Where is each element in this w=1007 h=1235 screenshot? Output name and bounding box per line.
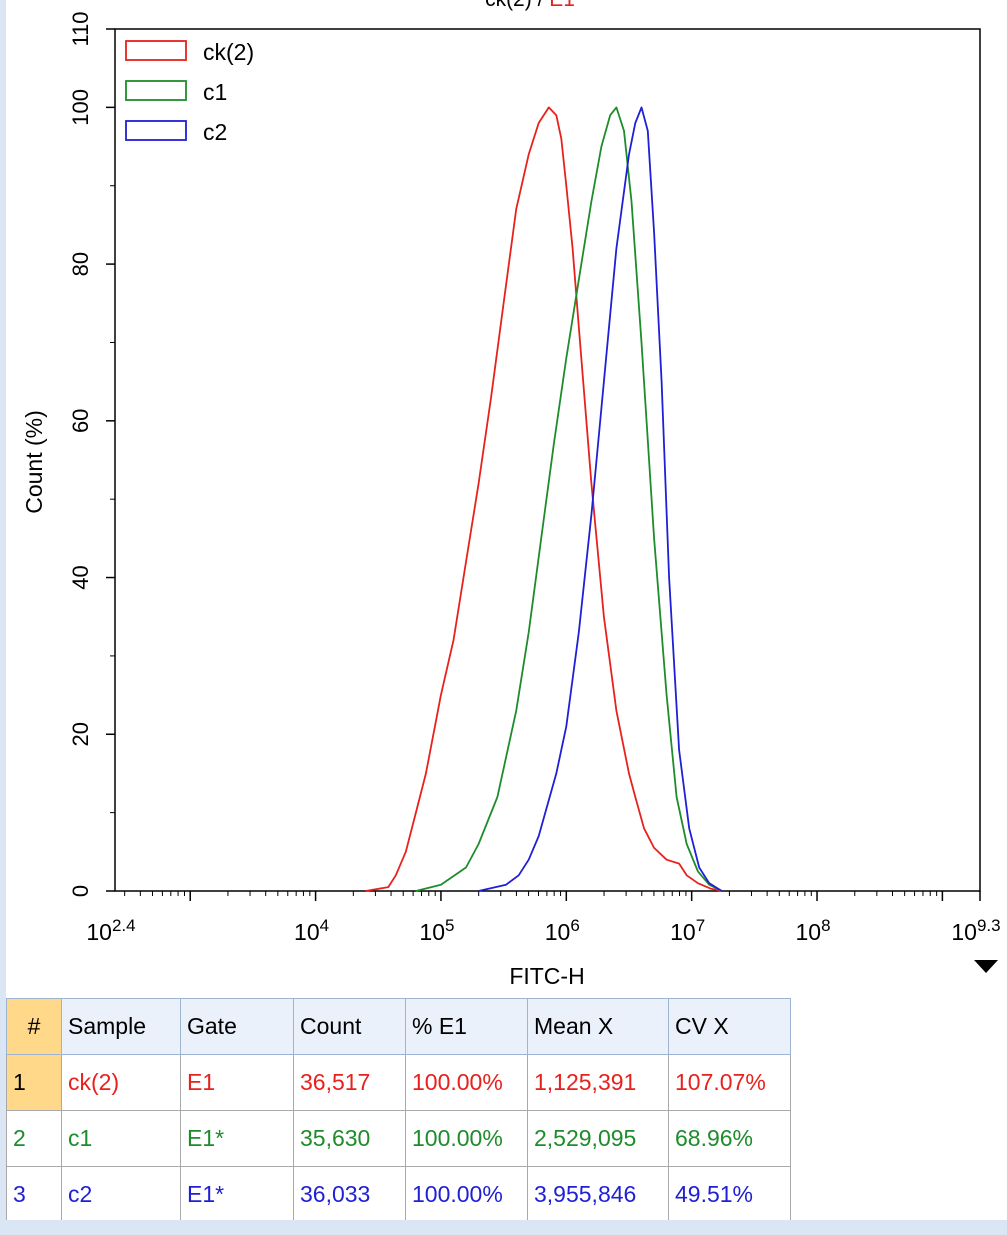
mean-x-cell: 3,955,846 bbox=[527, 1166, 669, 1223]
x-tick-base: 10 bbox=[419, 919, 445, 945]
x-tick-base: 10 bbox=[951, 919, 977, 945]
legend[interactable]: ck(2) c1 c2 bbox=[125, 39, 254, 145]
cv-x-cell: 107.07% bbox=[668, 1054, 791, 1111]
x-tick-exponent: 2.4 bbox=[112, 916, 136, 935]
column-header-cv-x[interactable]: CV X bbox=[668, 998, 791, 1055]
sample-cell: ck(2) bbox=[61, 1054, 181, 1111]
gate-cell: E1 bbox=[180, 1054, 294, 1111]
legend-label: c2 bbox=[203, 119, 227, 145]
legend-label: ck(2) bbox=[203, 39, 254, 65]
legend-swatch bbox=[125, 120, 187, 141]
x-tick-exponent: 6 bbox=[570, 916, 579, 935]
column-header-count[interactable]: Count bbox=[293, 998, 406, 1055]
plot-title-sample: ck(2) bbox=[485, 0, 532, 11]
plot-area bbox=[114, 28, 981, 892]
mean-x-cell: 1,125,391 bbox=[527, 1054, 669, 1111]
table-row[interactable]: 2 c1 E1* 35,630 100.00% 2,529,095 68.96% bbox=[6, 1110, 791, 1167]
x-tick-label: 102.4 bbox=[86, 916, 135, 945]
x-tick-label: 108 bbox=[795, 916, 830, 945]
mean-x-cell: 2,529,095 bbox=[527, 1110, 669, 1167]
column-header-percent-e1[interactable]: % E1 bbox=[405, 998, 528, 1055]
x-tick-label: 105 bbox=[419, 916, 454, 945]
column-header-gate[interactable]: Gate bbox=[180, 998, 294, 1055]
percent-cell: 100.00% bbox=[405, 1166, 528, 1223]
x-tick-base: 10 bbox=[545, 919, 571, 945]
column-header-number[interactable]: # bbox=[6, 998, 62, 1055]
y-tick-label: 80 bbox=[68, 252, 93, 276]
x-tick-label: 109.3 bbox=[951, 916, 1000, 945]
series-line-c2 bbox=[478, 106, 723, 892]
legend-label: c1 bbox=[203, 79, 227, 105]
count-cell: 35,630 bbox=[293, 1110, 406, 1167]
sample-cell: c2 bbox=[61, 1166, 181, 1223]
cv-x-cell: 49.51% bbox=[668, 1166, 791, 1223]
y-tick-label: 0 bbox=[68, 885, 93, 897]
x-tick-exponent: 4 bbox=[320, 916, 329, 935]
plot-title-gate: E1 bbox=[549, 0, 575, 11]
x-tick-base: 10 bbox=[670, 919, 696, 945]
x-tick-label: 104 bbox=[294, 916, 329, 945]
x-axis: 102.4 104 105 106 107 108 109.3 bbox=[86, 891, 1001, 945]
row-number: 2 bbox=[6, 1110, 62, 1167]
y-tick-label: 110 bbox=[68, 11, 93, 46]
row-number: 1 bbox=[6, 1054, 62, 1111]
y-tick-label: 40 bbox=[68, 565, 93, 589]
y-axis-label: Count (%) bbox=[21, 410, 47, 514]
series-lines bbox=[365, 106, 723, 892]
gate-cell: E1* bbox=[180, 1110, 294, 1167]
cv-x-cell: 68.96% bbox=[668, 1110, 791, 1167]
column-header-mean-x[interactable]: Mean X bbox=[527, 998, 669, 1055]
sample-cell: c1 bbox=[61, 1110, 181, 1167]
x-tick-exponent: 9.3 bbox=[977, 916, 1001, 935]
count-cell: 36,517 bbox=[293, 1054, 406, 1111]
legend-swatch bbox=[125, 80, 187, 101]
x-tick-exponent: 5 bbox=[445, 916, 454, 935]
x-tick-base: 10 bbox=[86, 919, 112, 945]
x-tick-base: 10 bbox=[294, 919, 320, 945]
percent-cell: 100.00% bbox=[405, 1110, 528, 1167]
statistics-table: # Sample Gate Count % E1 Mean X CV X 1 ck… bbox=[6, 998, 791, 1223]
x-tick-base: 10 bbox=[795, 919, 821, 945]
percent-cell: 100.00% bbox=[405, 1054, 528, 1111]
table-row[interactable]: 3 c2 E1* 36,033 100.00% 3,955,846 49.51% bbox=[6, 1166, 791, 1223]
x-tick-exponent: 8 bbox=[821, 916, 830, 935]
table-row[interactable]: 1 ck(2) E1 36,517 100.00% 1,125,391 107.07% bbox=[6, 1054, 791, 1111]
x-tick-label: 106 bbox=[545, 916, 580, 945]
column-header-sample[interactable]: Sample bbox=[61, 998, 181, 1055]
series-line-ck2 bbox=[365, 106, 722, 892]
legend-swatch bbox=[125, 40, 187, 61]
x-tick-exponent: 7 bbox=[696, 916, 705, 935]
y-tick-label: 60 bbox=[68, 409, 93, 433]
gate-cell: E1* bbox=[180, 1166, 294, 1223]
x-tick-label: 107 bbox=[670, 916, 705, 945]
y-tick-label: 100 bbox=[68, 89, 93, 126]
count-cell: 36,033 bbox=[293, 1166, 406, 1223]
x-axis-label: FITC-H bbox=[509, 963, 584, 989]
y-axis: 0 20 40 60 80 100 110 bbox=[68, 11, 115, 897]
y-tick-label: 20 bbox=[68, 722, 93, 746]
table-header-row: # Sample Gate Count % E1 Mean X CV X bbox=[6, 998, 791, 1055]
window-left-border bbox=[0, 0, 6, 1235]
plot-title: ck(2) / E1 bbox=[440, 0, 620, 12]
dropdown-arrow-icon[interactable] bbox=[974, 960, 998, 973]
series-line-c1 bbox=[415, 106, 723, 892]
row-number: 3 bbox=[6, 1166, 62, 1223]
plot-title-separator: / bbox=[532, 0, 550, 11]
window-bottom-border bbox=[0, 1220, 1007, 1235]
